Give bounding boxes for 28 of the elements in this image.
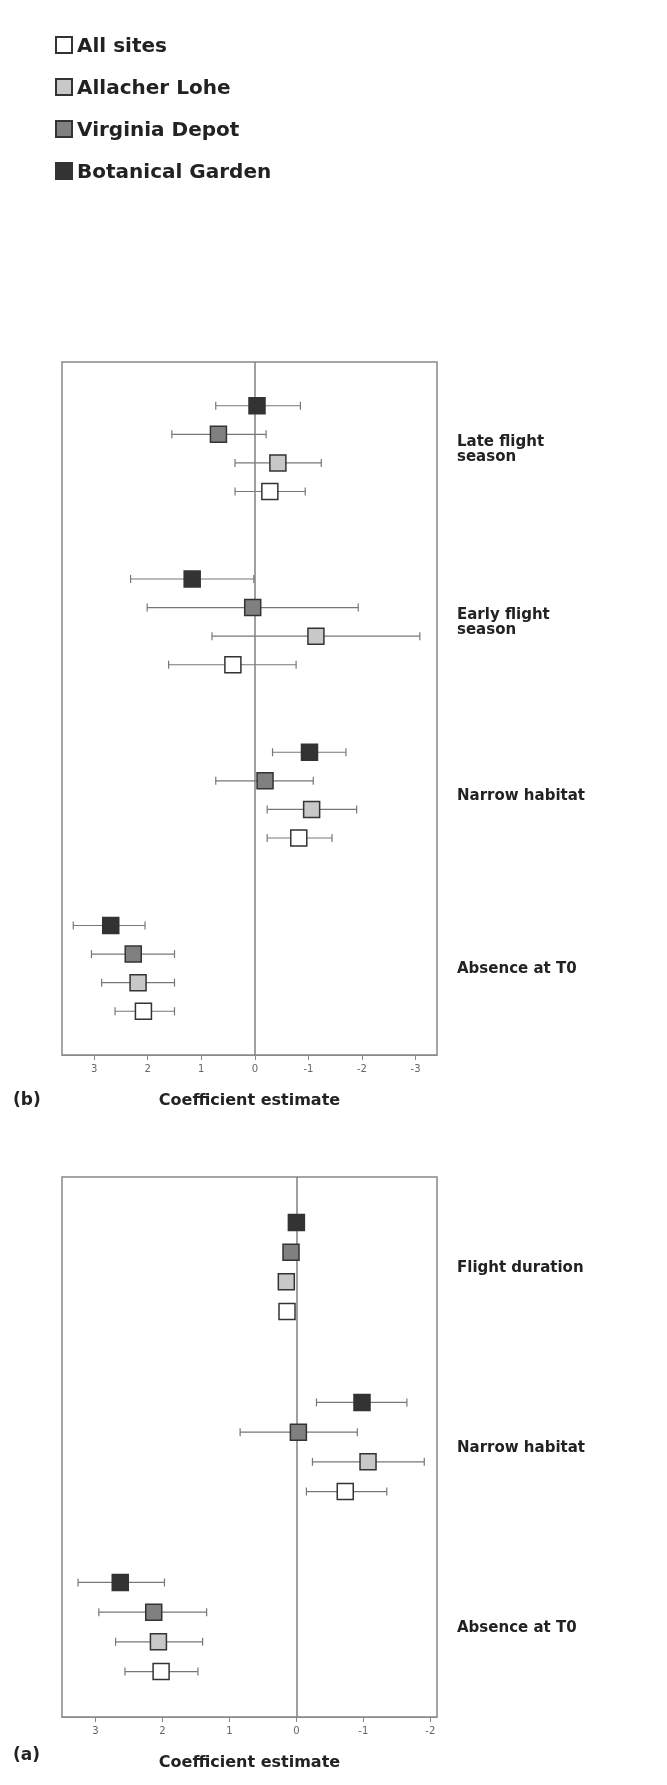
text: (a) bbox=[13, 1743, 41, 1764]
x-tick-label: -1 bbox=[303, 1062, 314, 1074]
x-tick-label: -2 bbox=[425, 1724, 436, 1736]
x-tick-label: 1 bbox=[226, 1724, 233, 1736]
legend-label: Virginia Depot bbox=[77, 117, 240, 141]
legend-label: Botanical Garden bbox=[77, 159, 272, 183]
y-tick-label: Narrow habitat bbox=[457, 1438, 585, 1456]
y-tick-label: Early flight season bbox=[457, 605, 555, 639]
legend-label: Allacher Lohe bbox=[77, 75, 231, 99]
x-tick-label: -2 bbox=[357, 1062, 367, 1074]
x-tick-label: 0 bbox=[251, 1062, 259, 1074]
x-tick-label: -3 bbox=[410, 1062, 421, 1074]
x-axis-title: Coefficient estimate bbox=[158, 1751, 341, 1771]
y-tick-label: Flight duration bbox=[457, 1258, 584, 1276]
x-tick-label: 2 bbox=[159, 1724, 166, 1736]
x-tick-label: 3 bbox=[90, 1062, 98, 1074]
legend-label: All sites bbox=[77, 33, 167, 57]
x-tick-label: -1 bbox=[358, 1724, 369, 1736]
text: (b) bbox=[13, 1088, 41, 1109]
y-tick-label: Narrow habitat bbox=[457, 786, 585, 805]
x-tick-label: 2 bbox=[144, 1062, 151, 1074]
x-tick-label: 3 bbox=[92, 1724, 99, 1736]
y-tick-label: Late flight season bbox=[457, 432, 550, 466]
x-tick-label: 1 bbox=[198, 1062, 205, 1074]
x-tick-label: 0 bbox=[293, 1724, 300, 1736]
y-tick-label: Absence at T0 bbox=[457, 959, 577, 978]
y-tick-label: Absence at T0 bbox=[457, 1618, 577, 1636]
x-axis-title: Coefficient estimate bbox=[158, 1089, 341, 1109]
